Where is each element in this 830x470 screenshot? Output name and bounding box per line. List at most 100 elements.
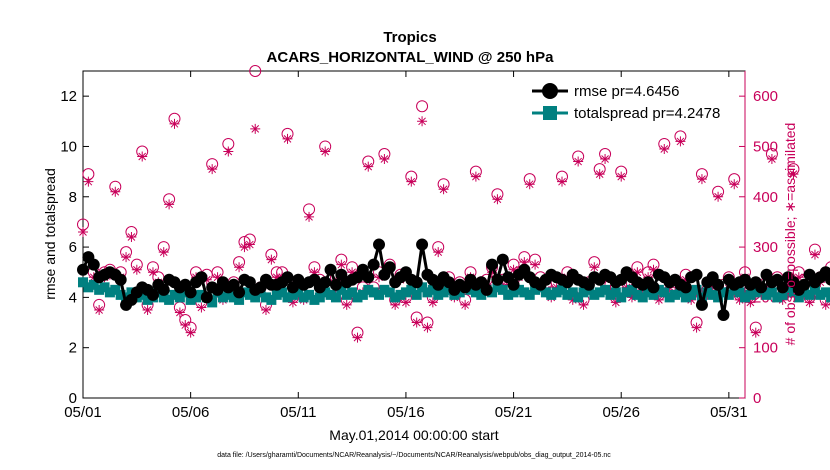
assimilated-obs-point (250, 123, 261, 134)
assimilated-obs-point (497, 279, 508, 290)
rmse-point (480, 283, 493, 296)
assimilated-obs-point (508, 264, 519, 275)
totalspread-point (713, 292, 724, 303)
totalspread-point (546, 289, 557, 300)
totalspread-point (519, 287, 530, 298)
totalspread-point (287, 289, 298, 300)
assimilated-obs-point (492, 194, 503, 205)
rmse-point (367, 258, 380, 271)
totalspread-point (374, 289, 385, 300)
totalspread-point (217, 292, 228, 303)
rmse-point (647, 281, 660, 294)
assimilated-obs-point (470, 171, 481, 182)
totalspread-point (702, 287, 713, 298)
totalspread-point (809, 284, 820, 295)
assimilated-obs-point (121, 252, 132, 263)
totalspread-point (309, 294, 320, 305)
totalspread-point (610, 287, 621, 298)
assimilated-obs-point (433, 247, 444, 258)
assimilated-obs-point (616, 171, 627, 182)
totalspread-point (686, 289, 697, 300)
totalspread-point (78, 277, 88, 288)
totalspread-point (384, 287, 395, 298)
assimilated-obs-point (460, 299, 471, 310)
assimilated-obs-point (309, 267, 320, 278)
assimilated-obs-point (271, 272, 282, 283)
totalspread-point (513, 284, 524, 295)
totalspread-point (110, 284, 121, 295)
assimilated-obs-point (379, 154, 390, 165)
assimilated-obs-point (696, 174, 707, 185)
totalspread-point (578, 287, 589, 298)
legend-totalspread-marker (543, 106, 557, 120)
possible-obs-point (416, 100, 429, 113)
assimilated-obs-point (174, 307, 185, 318)
rmse-point (233, 286, 246, 299)
totalspread-point (557, 284, 568, 295)
y-axis-left-label: rmse and totalspread (42, 168, 58, 300)
assimilated-obs-point (94, 304, 105, 315)
totalspread-point (357, 289, 368, 300)
assimilated-obs-point (142, 304, 153, 315)
assimilated-obs-point (244, 239, 255, 250)
rmse-point (486, 258, 499, 271)
y-left-tick-label: 4 (69, 289, 77, 306)
y-right-tick-label: 0 (753, 390, 761, 407)
assimilated-obs-point (234, 262, 245, 273)
totalspread-point (470, 287, 481, 298)
assimilated-obs-point (341, 299, 352, 310)
totalspread-point (99, 282, 110, 293)
totalspread-point (390, 292, 401, 303)
rmse-point (77, 263, 89, 276)
legend-box (528, 78, 736, 126)
rmse-series (77, 238, 830, 321)
totalspread-point (621, 287, 632, 298)
assimilated-obs-point (567, 294, 578, 305)
assimilated-obs-point (621, 282, 632, 293)
assimilated-obs-point (610, 297, 621, 308)
rmse-point (362, 271, 375, 284)
totalspread-point (740, 292, 750, 303)
totalspread-point (207, 297, 218, 308)
assimilated-obs-point (352, 332, 363, 343)
assimilated-obs-point (196, 302, 207, 313)
assimilated-obs-point (411, 317, 422, 328)
assimilated-obs-point (131, 264, 142, 275)
assimilated-obs-point (390, 299, 401, 310)
assimilated-obs-point (659, 143, 670, 154)
assimilated-obs-point (578, 299, 589, 310)
totalspread-point (330, 292, 341, 303)
totalspread-point (589, 289, 600, 300)
assimilated-obs-point (600, 154, 611, 165)
totalspread-point (745, 289, 756, 300)
totalspread-point (422, 287, 433, 298)
assimilated-obs-point (363, 161, 374, 172)
assimilated-obs-point (427, 297, 438, 308)
rmse-point (717, 308, 730, 321)
totalspread-point (605, 289, 616, 300)
legend-rmse-label: rmse pr=4.6456 (574, 83, 679, 100)
totalspread-point (777, 289, 788, 300)
chart-subtitle: ACARS_HORIZONTAL_WIND @ 250 hPa (267, 49, 555, 66)
assimilated-obs-point (137, 151, 148, 162)
totalspread-point (336, 284, 347, 295)
legend-rmse-marker (542, 83, 558, 99)
rmse-point (491, 273, 504, 286)
totalspread-point (158, 292, 169, 303)
assimilated-obs-point (336, 259, 347, 270)
assimilated-obs-point (422, 322, 433, 333)
totalspread-point (492, 282, 503, 293)
assimilated-obs-point (766, 154, 777, 165)
totalspread-point (761, 289, 772, 300)
assimilated-obs-point (734, 294, 745, 305)
totalspread-point (185, 294, 196, 305)
rmse-point (690, 268, 703, 281)
totalspread-point (271, 289, 282, 300)
data-file-footnote: data file: /Users/gharamti/Documents/NCA… (217, 452, 611, 459)
assimilated-obs-point (793, 272, 804, 283)
x-tick-label: 05/11 (280, 404, 316, 421)
rmse-point (712, 278, 725, 291)
totalspread-point (793, 292, 804, 303)
y-left-tick-label: 6 (69, 239, 77, 256)
